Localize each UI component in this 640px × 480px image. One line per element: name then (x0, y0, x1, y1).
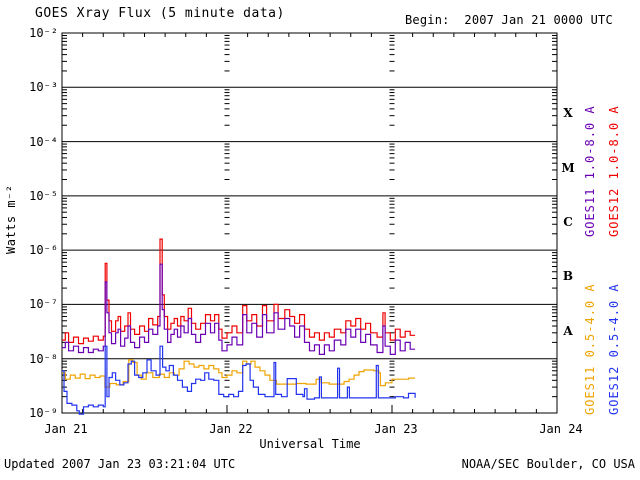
legend-goes11-short: GOES11 0.5-4.0 A (583, 283, 597, 415)
y-tick-label: 10⁻³ (29, 80, 58, 95)
chart-title: GOES Xray Flux (5 minute data) (35, 6, 285, 21)
y-tick-label: 10⁻⁶ (29, 243, 58, 258)
x-tick-label: Jan 21 (44, 422, 88, 436)
y-tick-label: 10⁻² (29, 26, 58, 40)
plot-border (61, 32, 558, 414)
series-goes12-0.5-4.0-a (62, 345, 416, 415)
x-tick-label: Jan 22 (209, 422, 253, 436)
y-tick-label: 10⁻⁵ (29, 188, 58, 203)
series-goes11-1.0-8.0-a (62, 263, 416, 355)
series-goes12-1.0-8.0-a (62, 238, 416, 345)
x-tick-label: Jan 24 (539, 422, 583, 436)
legend-goes12-short: GOES12 0.5-4.0 A (607, 283, 621, 415)
data-source-label: NOAA/SEC Boulder, CO USA (461, 457, 635, 471)
y-tick-label: 10⁻⁸ (29, 351, 58, 366)
flare-class-label: M (561, 160, 575, 175)
y-tick-label: 10⁻⁷ (29, 297, 58, 312)
x-tick-label: Jan 23 (374, 422, 418, 436)
flare-class-label: C (563, 215, 573, 229)
updated-timestamp: Updated 2007 Jan 23 03:21:04 UTC (4, 457, 236, 471)
legend-goes12-long: GOES12 1.0-8.0 A (607, 105, 621, 237)
series-goes11-0.5-4.0-a (62, 359, 416, 388)
x-axis-label: Universal Time (259, 437, 361, 451)
legend-goes11-long: GOES11 1.0-8.0 A (583, 105, 597, 237)
flare-class-label: B (562, 269, 574, 284)
y-axis-label: Watts m⁻² (4, 184, 18, 254)
flare-class-label: A (563, 323, 573, 338)
flare-class-label: X (563, 106, 573, 121)
y-tick-label: 10⁻⁹ (29, 406, 58, 420)
y-tick-label: 10⁻⁴ (29, 134, 58, 149)
begin-time-label: Begin: 2007 Jan 21 0000 UTC (405, 13, 613, 27)
